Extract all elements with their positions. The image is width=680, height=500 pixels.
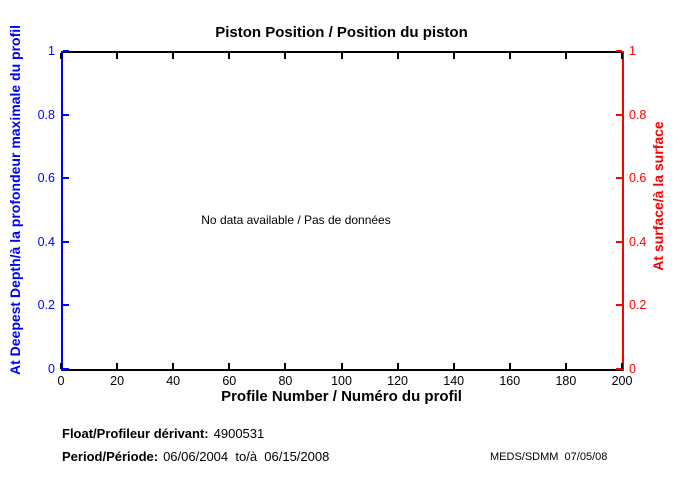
x-tick-top [621, 53, 623, 59]
x-tick-label: 0 [57, 374, 65, 388]
axis-right-line [622, 51, 624, 371]
x-tick-top [172, 53, 175, 59]
left-y-axis-label: At Deepest Depth/à la profondeur maximal… [7, 24, 23, 376]
y-tick-right [616, 177, 622, 180]
y-tick-left [63, 177, 69, 180]
float-value: 4900531 [213, 426, 265, 441]
period-line: Period/Période: 06/06/2004 to/à 06/15/200… [62, 449, 329, 464]
x-tick-top [284, 53, 287, 59]
x-tick-label: 20 [110, 374, 125, 388]
x-tick-label: 40 [166, 374, 181, 388]
x-tick-label: 80 [278, 374, 293, 388]
y-tick-left [63, 240, 69, 243]
x-tick-top [396, 53, 399, 59]
period-label: Period/Période: [62, 449, 159, 464]
y-tick-left [63, 304, 69, 307]
x-tick-top [564, 53, 567, 59]
y-tick-label-left: 0 [48, 362, 55, 376]
x-tick-bottom [340, 363, 343, 369]
y-tick-label-left: 0.4 [37, 234, 55, 249]
float-label: Float/Profileur dérivant: [62, 426, 209, 441]
y-tick-right [616, 240, 622, 243]
period-value: 06/06/2004 to/à 06/15/2008 [163, 449, 330, 464]
y-tick-label-left: 1 [48, 44, 55, 58]
x-tick-bottom [116, 363, 119, 369]
credit-text: MEDS/SDMM 07/05/08 [490, 451, 608, 463]
x-tick-bottom [60, 363, 62, 369]
y-tick-right [616, 368, 622, 370]
no-data-message: No data available / Pas de données [201, 213, 391, 227]
y-tick-label-right: 0.2 [629, 298, 647, 313]
y-tick-left [63, 50, 69, 52]
y-tick-label-right: 1 [629, 44, 636, 58]
right-y-axis-label: At surface/à la surface [650, 121, 666, 271]
x-tick-label: 180 [555, 374, 577, 388]
y-tick-label-right: 0.4 [629, 234, 647, 249]
y-tick-left [63, 113, 69, 116]
x-tick-top [116, 53, 119, 59]
axis-bottom-line [61, 369, 624, 371]
x-tick-bottom [621, 363, 623, 369]
y-tick-right [616, 113, 622, 116]
y-tick-label-left: 0.2 [37, 298, 55, 313]
x-tick-label: 120 [387, 374, 409, 388]
x-axis-label: Profile Number / Numéro du profil [221, 388, 462, 405]
x-tick-bottom [284, 363, 287, 369]
y-tick-right [616, 304, 622, 307]
x-tick-label: 100 [331, 374, 352, 388]
x-tick-label: 200 [611, 374, 633, 388]
y-tick-label-left: 0.8 [37, 107, 55, 122]
x-tick-label: 60 [222, 374, 237, 388]
x-tick-bottom [508, 363, 511, 369]
x-tick-bottom [396, 363, 399, 369]
x-tick-bottom [564, 363, 567, 369]
y-tick-label-right: 0 [629, 362, 636, 376]
x-tick-top [340, 53, 343, 59]
x-tick-bottom [172, 363, 175, 369]
y-tick-right [616, 50, 622, 52]
x-tick-bottom [228, 363, 231, 369]
x-tick-top [228, 53, 231, 59]
y-tick-label-left: 0.6 [37, 171, 55, 186]
x-tick-top [452, 53, 455, 59]
y-tick-left [63, 368, 69, 370]
x-tick-top [60, 53, 62, 59]
x-tick-label: 160 [499, 374, 521, 388]
y-tick-label-right: 0.8 [629, 107, 647, 122]
axis-left-line [61, 51, 63, 371]
y-tick-label-right: 0.6 [629, 171, 647, 186]
x-tick-label: 140 [443, 374, 465, 388]
float-id-line: Float/Profileur dérivant: 4900531 [62, 426, 264, 441]
chart-title: Piston Position / Position du piston [215, 24, 468, 41]
axis-top-line [61, 51, 624, 53]
x-tick-top [508, 53, 511, 59]
x-tick-bottom [452, 363, 455, 369]
